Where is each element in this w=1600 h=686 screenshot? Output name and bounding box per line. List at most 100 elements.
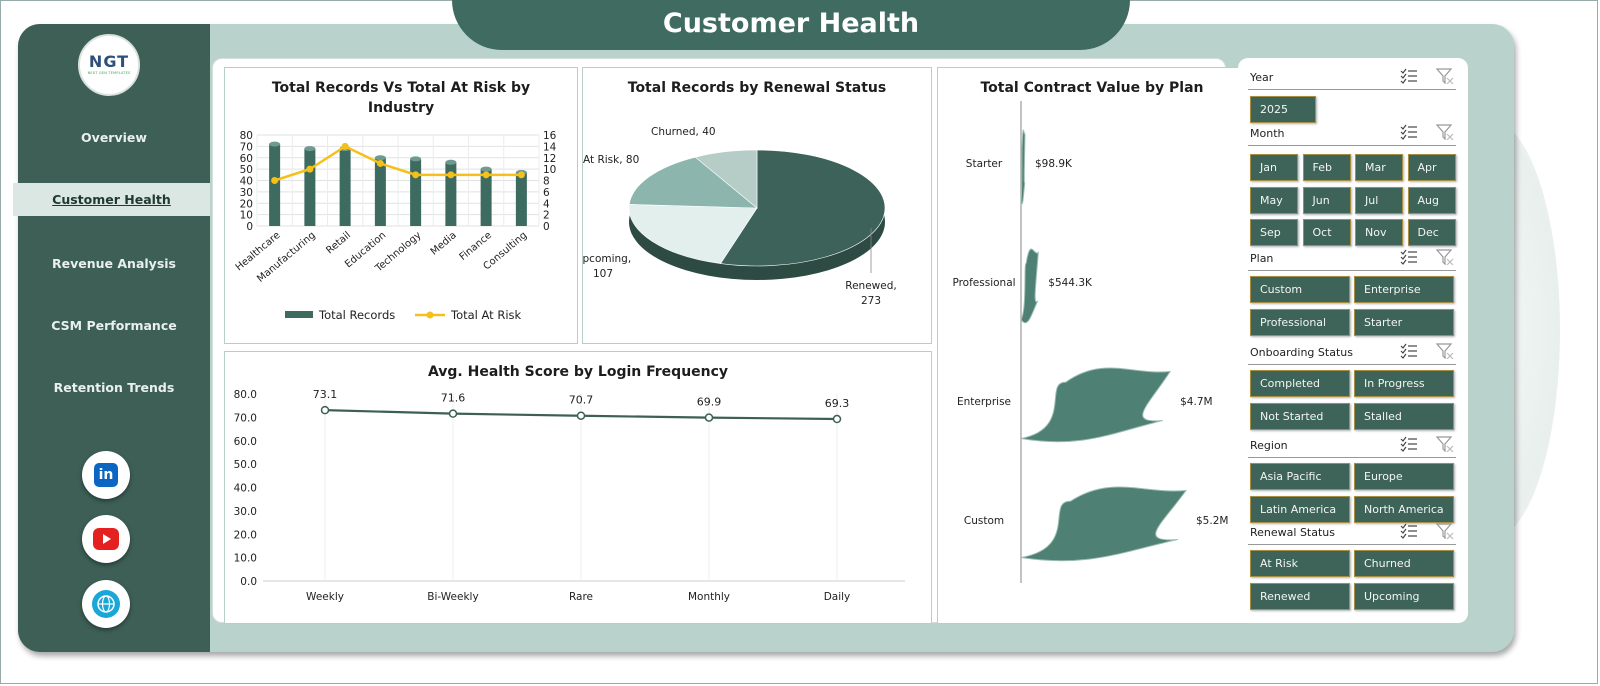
slicer-option-month-may[interactable]: May — [1250, 186, 1298, 214]
y-tick-label: 30.0 — [234, 506, 257, 518]
bar-cap — [269, 141, 281, 147]
y-tick-label: 50.0 — [234, 459, 257, 471]
multi-select-icon[interactable] — [1400, 68, 1418, 84]
slicer-option-onboarding-in-progress[interactable]: In Progress — [1354, 370, 1454, 397]
y-tick-label: Enterprise — [957, 396, 1011, 408]
bar-total-records — [304, 148, 316, 226]
slicer-option-month-nov[interactable]: Nov — [1355, 219, 1403, 246]
x-tick-label: Retail — [324, 230, 353, 257]
nav-item-customer-health[interactable]: Customer Health — [13, 183, 210, 216]
slicer-option-region-north-america[interactable]: North America — [1354, 496, 1454, 523]
nav-item-overview[interactable]: Overview — [81, 130, 147, 145]
multi-select-icon[interactable] — [1400, 249, 1418, 265]
nav-item-retention-trends[interactable]: Retention Trends — [53, 380, 175, 395]
slicer-option-month-jun[interactable]: Jun — [1302, 186, 1351, 214]
y2-tick-label: 14 — [543, 141, 557, 153]
slicer-option-renewal-renewed[interactable]: Renewed — [1250, 583, 1350, 610]
slicer-title-region: Region — [1250, 439, 1288, 452]
y-tick-label: 10.0 — [234, 553, 257, 565]
title-banner — [452, 0, 1130, 50]
slicer-header-year: Year — [1248, 62, 1456, 90]
slicer-option-onboarding-completed[interactable]: Completed — [1250, 370, 1350, 397]
multi-select-icon[interactable] — [1400, 523, 1418, 539]
y-tick-label: Starter — [966, 158, 1003, 170]
x-tick-label: Daily — [824, 591, 851, 603]
slicer-header-region: Region — [1248, 430, 1456, 458]
slicer-option-region-asia-pacific[interactable]: Asia Pacific — [1250, 463, 1350, 490]
renewal-chart-title: Total Records by Renewal Status — [627, 80, 887, 96]
clear-filter-icon[interactable] — [1436, 436, 1454, 452]
slicer-option-year-2025[interactable]: 2025 — [1250, 96, 1316, 123]
slicer-option-renewal-at-risk[interactable]: At Risk — [1250, 550, 1350, 577]
slicer-option-month-apr[interactable]: Apr — [1407, 154, 1456, 181]
y-tick-label: 10 — [240, 210, 253, 222]
slicer-option-plan-starter[interactable]: Starter — [1354, 309, 1454, 336]
legend-label-total-records: Total Records — [318, 308, 395, 322]
clear-filter-icon[interactable] — [1436, 124, 1454, 140]
slicer-option-renewal-churned[interactable]: Churned — [1354, 550, 1454, 577]
clear-filter-icon[interactable] — [1436, 68, 1454, 84]
y2-tick-label: 10 — [543, 164, 556, 176]
slicer-option-onboarding-stalled[interactable]: Stalled — [1354, 403, 1454, 430]
youtube-button[interactable] — [82, 515, 130, 563]
slicer-option-onboarding-not-started[interactable]: Not Started — [1250, 403, 1350, 430]
y-tick-label: 0 — [246, 221, 253, 233]
logo: NGT NEXT GEN TEMPLATES — [78, 34, 140, 96]
y-tick-label: 20 — [240, 198, 253, 210]
clear-filter-icon[interactable] — [1436, 343, 1454, 359]
x-tick-label: Media — [429, 230, 459, 258]
slicer-option-month-sep[interactable]: Sep — [1250, 219, 1298, 246]
data-label: 70.7 — [569, 394, 594, 407]
clear-filter-icon[interactable] — [1436, 249, 1454, 265]
point-avg-health-score — [832, 414, 842, 424]
industry-chart-title: Total Records Vs Total At Risk by — [271, 80, 531, 96]
y-tick-label: 50 — [240, 164, 253, 176]
industry-chart: 010203040506070800246810121416Healthcare… — [234, 130, 557, 322]
slicer-option-plan-custom[interactable]: Custom — [1250, 276, 1350, 303]
y-tick-label: 70.0 — [234, 412, 257, 424]
slicer-option-month-oct[interactable]: Oct — [1302, 219, 1351, 246]
website-button[interactable] — [82, 580, 130, 628]
nav-item-revenue-analysis[interactable]: Revenue Analysis — [52, 256, 176, 271]
linkedin-button[interactable]: in — [82, 451, 130, 499]
data-label: $4.7M — [1180, 396, 1212, 408]
slicer-option-plan-professional[interactable]: Professional — [1250, 309, 1350, 336]
data-label: $544.3K — [1048, 277, 1093, 289]
multi-select-icon[interactable] — [1400, 343, 1418, 359]
x-tick-label: Monthly — [688, 591, 730, 603]
y2-tick-label: 8 — [543, 176, 550, 188]
data-label-upcoming-value: 107 — [593, 268, 613, 280]
slicer-option-month-feb[interactable]: Feb — [1302, 154, 1351, 181]
nav-item-csm-performance[interactable]: CSM Performance — [51, 318, 177, 333]
slicer-option-renewal-upcoming[interactable]: Upcoming — [1354, 583, 1454, 610]
renewal-chart: Churned, 40 At Risk, 80 Upcoming, 107 Renewe… — [583, 126, 897, 307]
slicer-option-month-dec[interactable]: Dec — [1407, 219, 1456, 246]
pie-slice-upcoming — [628, 204, 758, 264]
slicer-option-region-europe[interactable]: Europe — [1354, 463, 1454, 490]
y-tick-label: 60 — [240, 153, 253, 165]
renewal-chart-card: Total Records by Renewal Status Churned,… — [582, 67, 932, 344]
multi-select-icon[interactable] — [1400, 436, 1418, 452]
bar-total-records — [515, 172, 527, 226]
logo-tagline: NEXT GEN TEMPLATES — [87, 71, 131, 75]
slicer-header-renewal: Renewal Status — [1248, 517, 1456, 545]
multi-select-icon[interactable] — [1400, 124, 1418, 140]
y2-tick-label: 4 — [543, 198, 550, 210]
slicer-option-month-mar[interactable]: Mar — [1355, 154, 1403, 181]
pie-slice-at-risk — [628, 156, 758, 209]
data-label-renewed-value: 273 — [861, 295, 881, 307]
contract-chart-card: Total Contract Value by Plan Starter $98.… — [937, 67, 1247, 624]
bar-total-records — [269, 144, 281, 226]
slicer-option-month-jul[interactable]: Jul — [1355, 186, 1403, 214]
bar-enterprise — [1020, 367, 1172, 443]
clear-filter-icon[interactable] — [1436, 523, 1454, 539]
y-tick-label: 80 — [240, 130, 253, 142]
slicer-option-region-latin-america[interactable]: Latin America — [1250, 496, 1350, 523]
slicer-option-month-aug[interactable]: Aug — [1407, 186, 1456, 214]
point-avg-health-score — [320, 405, 330, 415]
slicer-option-plan-enterprise[interactable]: Enterprise — [1354, 276, 1454, 303]
slicer-option-month-jan[interactable]: Jan — [1250, 154, 1298, 181]
data-label: 73.1 — [313, 388, 338, 401]
point-total-at-risk — [412, 171, 420, 179]
point-total-at-risk — [306, 165, 314, 173]
